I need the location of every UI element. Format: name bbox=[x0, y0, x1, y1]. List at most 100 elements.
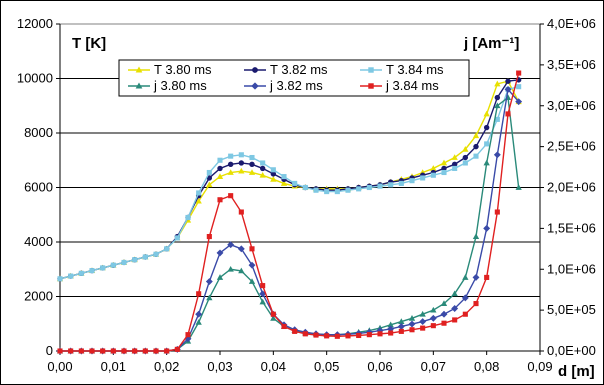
data-point bbox=[259, 298, 266, 305]
data-point bbox=[248, 169, 256, 175]
data-point bbox=[494, 94, 501, 101]
data-point bbox=[216, 173, 224, 179]
legend-swatch-marker bbox=[135, 82, 143, 89]
data-point bbox=[484, 141, 490, 147]
data-point bbox=[505, 78, 511, 84]
legend-item: j 3.82 ms bbox=[244, 78, 323, 93]
data-point bbox=[473, 153, 479, 159]
data-point bbox=[248, 261, 256, 269]
legend-item: j 3.84 ms bbox=[360, 78, 439, 93]
data-point bbox=[408, 315, 416, 321]
data-point bbox=[493, 151, 501, 159]
data-point bbox=[260, 283, 266, 289]
legend-item: T 3.82 ms bbox=[244, 62, 328, 77]
data-point bbox=[356, 332, 362, 339]
series-t-3-84-ms bbox=[57, 84, 522, 282]
data-point bbox=[238, 209, 244, 215]
data-point bbox=[504, 85, 512, 93]
data-point bbox=[227, 161, 234, 168]
data-point bbox=[483, 224, 491, 232]
data-point bbox=[430, 172, 436, 178]
data-point bbox=[494, 116, 500, 122]
y-right-axis-label: j [Am⁻¹] bbox=[463, 35, 519, 52]
data-point bbox=[132, 257, 138, 263]
data-point bbox=[281, 323, 287, 330]
data-point bbox=[206, 234, 212, 240]
data-point bbox=[206, 181, 213, 188]
data-point bbox=[217, 197, 223, 203]
legend-swatch-marker bbox=[135, 66, 143, 73]
legend-label: j 3.84 ms bbox=[385, 78, 439, 93]
data-point bbox=[409, 327, 415, 333]
data-point bbox=[483, 124, 490, 131]
legend: T 3.80 ms T 3.82 ms T 3.84 ms j 3.80 ms j 3.… bbox=[118, 59, 470, 97]
data-point bbox=[195, 197, 202, 204]
data-point bbox=[174, 346, 180, 352]
x-tick-label: 0,03 bbox=[207, 359, 232, 374]
data-point bbox=[228, 153, 234, 159]
series-j-3-84-ms bbox=[57, 70, 522, 354]
data-point bbox=[440, 159, 448, 166]
data-point bbox=[153, 251, 159, 257]
data-point bbox=[89, 268, 95, 274]
data-point bbox=[78, 348, 84, 354]
x-tick-label: 0,06 bbox=[367, 359, 392, 374]
data-point bbox=[57, 348, 63, 354]
data-point bbox=[388, 330, 394, 336]
data-point bbox=[441, 320, 447, 326]
data-point bbox=[505, 111, 511, 117]
data-point bbox=[472, 132, 480, 139]
x-tick-label: 0,08 bbox=[474, 359, 499, 374]
data-point bbox=[248, 278, 256, 284]
y-right-tick-label: 1,0E+06 bbox=[547, 261, 596, 276]
data-point bbox=[121, 348, 127, 354]
data-point bbox=[473, 301, 479, 307]
data-point bbox=[313, 332, 319, 338]
y-right-tick-label: 2,5E+06 bbox=[547, 139, 596, 154]
data-point bbox=[516, 84, 522, 90]
data-point bbox=[205, 278, 213, 285]
y-left-tick-label: 10000 bbox=[17, 71, 53, 86]
y-left-tick-label: 0 bbox=[46, 343, 53, 358]
y-right-tick-label: 4,0E+06 bbox=[547, 16, 596, 31]
y-right-tick-label: 5,0E+05 bbox=[547, 302, 596, 317]
data-point bbox=[451, 305, 459, 312]
data-point bbox=[100, 348, 106, 354]
data-point bbox=[462, 311, 468, 317]
data-point bbox=[387, 321, 394, 328]
data-point bbox=[270, 311, 276, 317]
data-point bbox=[238, 167, 245, 174]
legend-label: T 3.80 ms bbox=[154, 62, 212, 77]
legend-swatch-marker bbox=[251, 82, 259, 90]
data-point bbox=[515, 184, 522, 190]
data-point bbox=[419, 318, 427, 326]
y-left-tick-label: 12000 bbox=[17, 16, 53, 31]
data-point bbox=[419, 310, 426, 317]
data-point bbox=[398, 318, 405, 324]
data-point bbox=[451, 161, 458, 168]
data-point bbox=[238, 160, 245, 166]
data-point bbox=[100, 265, 106, 271]
data-point bbox=[516, 70, 522, 76]
data-point bbox=[313, 187, 319, 193]
legend-label: j 3.80 ms bbox=[153, 78, 207, 93]
data-point bbox=[515, 98, 523, 106]
data-point bbox=[292, 328, 298, 334]
x-tick-label: 0,09 bbox=[527, 359, 552, 374]
legend-swatch-marker bbox=[252, 67, 258, 73]
data-point bbox=[440, 310, 448, 318]
data-point bbox=[228, 193, 234, 199]
x-axis-label: d [m] bbox=[558, 363, 595, 380]
data-point bbox=[324, 189, 330, 195]
data-point bbox=[227, 241, 235, 249]
data-point bbox=[249, 154, 255, 161]
legend-item: T 3.84 ms bbox=[360, 62, 444, 77]
data-point bbox=[280, 180, 288, 186]
data-point bbox=[110, 262, 116, 268]
data-point bbox=[142, 254, 148, 260]
data-point bbox=[409, 178, 415, 184]
data-point bbox=[388, 182, 394, 188]
data-point bbox=[164, 348, 170, 354]
legend-box bbox=[118, 59, 470, 97]
data-point bbox=[216, 249, 224, 257]
